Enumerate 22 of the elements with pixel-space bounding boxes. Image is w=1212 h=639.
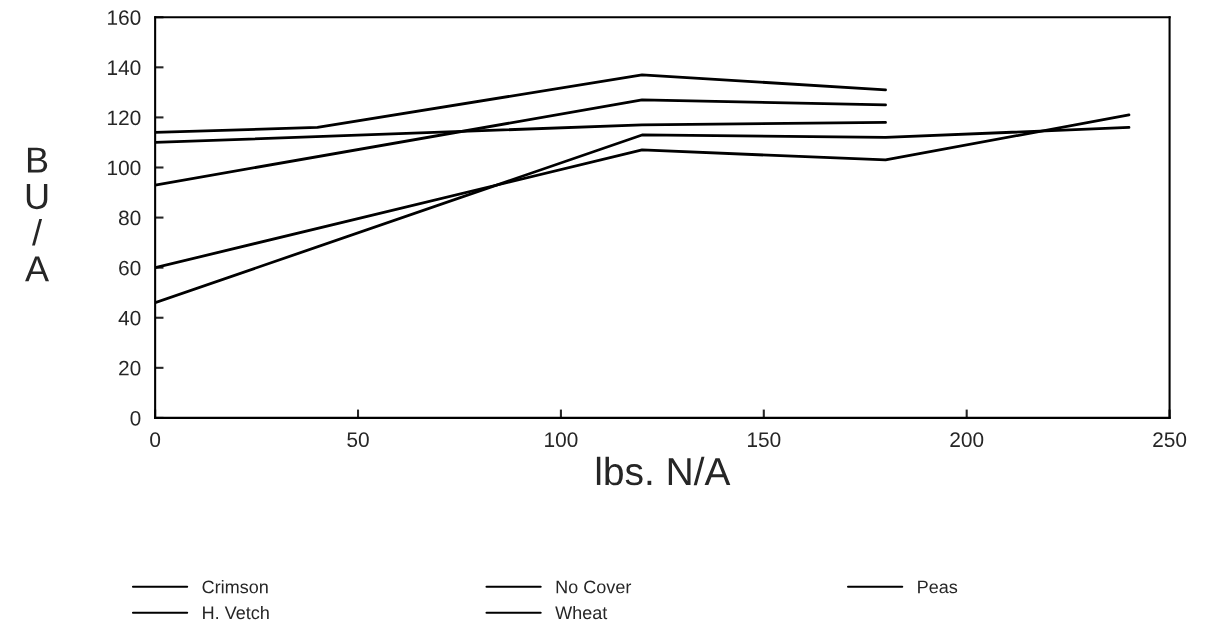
legend-label: Wheat	[555, 605, 608, 620]
x-tick-label: 200	[950, 432, 984, 448]
x-tick-label: 50	[347, 432, 369, 448]
y-tick-label: 100	[108, 160, 141, 176]
y-tick-label: 0	[130, 410, 141, 426]
legend-label: Crimson	[202, 580, 268, 594]
y-tick-label: 60	[119, 260, 141, 276]
y-tick-label: 120	[108, 110, 141, 126]
legend-label: H. Vetch	[203, 605, 269, 620]
y-tick-label: 20	[119, 360, 141, 376]
x-axis-title: lbs. N/A	[596, 456, 731, 486]
x-tick-label: 100	[545, 432, 578, 448]
y-tick-label: 140	[108, 60, 141, 76]
y-tick-label: 40	[118, 310, 141, 326]
x-tick-label: 250	[1153, 432, 1187, 448]
legend-label: Peas	[918, 580, 958, 594]
y-tick-label: 80	[118, 210, 141, 226]
y-tick-label: 160	[108, 10, 141, 26]
x-tick-label: 150	[748, 432, 781, 448]
y-axis-title: BU/A	[25, 147, 50, 282]
legend-label: No Cover	[556, 580, 632, 594]
x-tick-label: 0	[150, 432, 161, 448]
